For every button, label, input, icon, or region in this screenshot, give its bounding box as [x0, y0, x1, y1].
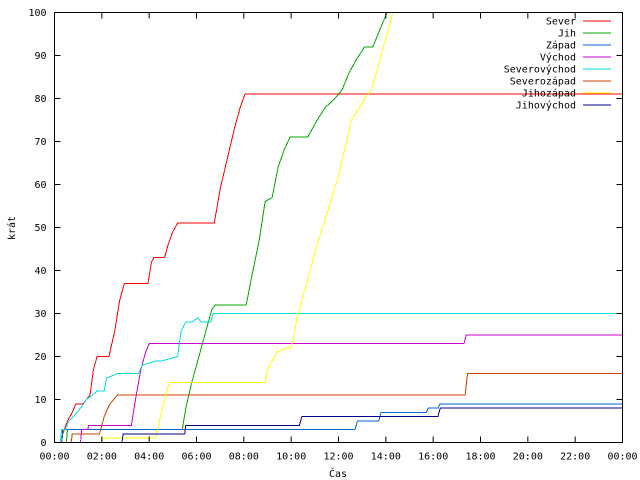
x-tick-label: 06:00	[181, 452, 211, 463]
x-tick-label: 00:00	[607, 452, 637, 463]
y-tick-label: 60	[34, 180, 46, 191]
legend-label: Jihovýchod	[516, 100, 576, 112]
x-tick-label: 10:00	[276, 452, 306, 463]
x-tick-label: 12:00	[323, 452, 353, 463]
y-tick-label: 100	[28, 8, 46, 19]
x-tick-label: 00:00	[39, 452, 69, 463]
x-axis-label: Čas	[329, 467, 347, 480]
x-tick-label: 20:00	[513, 452, 543, 463]
x-tick-label: 04:00	[134, 452, 164, 463]
series-line-východ	[80, 334, 623, 443]
x-tick-label: 08:00	[229, 452, 259, 463]
legend-label: Jihozápad	[522, 88, 576, 100]
y-tick-label: 70	[34, 137, 46, 148]
y-tick-label: 0	[40, 438, 46, 449]
x-tick-label: 18:00	[465, 452, 495, 463]
y-tick-label: 90	[34, 51, 46, 62]
x-tick-label: 02:00	[87, 452, 117, 463]
x-tick-label: 14:00	[371, 452, 401, 463]
x-tick-label: 22:00	[560, 452, 590, 463]
series-line-severozápad	[70, 373, 623, 443]
y-tick-label: 50	[34, 223, 46, 234]
series-line-západ	[61, 403, 623, 443]
y-tick-label: 80	[34, 94, 46, 105]
axis-ticks: 00:00 02:00 04:00 06:00 08:00 10:00 12:00 14:00…	[28, 8, 637, 463]
legend-label: Severozápad	[510, 76, 576, 88]
legend-label: Západ	[546, 40, 576, 52]
series-line-severovýchod	[59, 313, 623, 443]
y-tick-label: 30	[34, 309, 46, 320]
x-tick-label: 16:00	[418, 452, 448, 463]
y-tick-label: 40	[34, 266, 46, 277]
y-tick-label: 20	[34, 352, 46, 363]
series-line-jihozápad	[101, 12, 394, 443]
y-tick-label: 10	[34, 395, 46, 406]
series-line-sever	[61, 93, 623, 443]
series-line-jih	[65, 12, 388, 443]
legend-label: Sever	[546, 17, 576, 28]
series-group	[59, 12, 623, 443]
series-line-jihovýchod	[121, 407, 623, 443]
legend: SeverJihZápadVýchodSeverovýchodSeverozáp…	[504, 17, 611, 112]
legend-label: Severovýchod	[504, 64, 576, 76]
legend-label: Jih	[558, 29, 576, 40]
y-axis-label: krát	[6, 216, 18, 240]
legend-label: Východ	[540, 52, 576, 64]
